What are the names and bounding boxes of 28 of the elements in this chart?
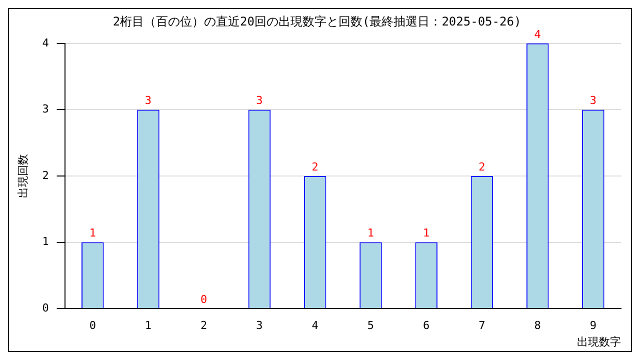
x-tick-label: 0 bbox=[89, 319, 96, 332]
x-tick-label: 1 bbox=[144, 319, 152, 332]
x-tick-label: 5 bbox=[367, 319, 374, 332]
x-tick-label: 9 bbox=[590, 319, 597, 332]
data-label: 1 bbox=[89, 226, 96, 240]
y-tick-label: 1 bbox=[42, 235, 49, 248]
y-tick-label: 2 bbox=[42, 168, 49, 182]
data-label: 4 bbox=[534, 28, 542, 41]
chart-title: 2桁目（百の位）の直近20回の出現数字と回数(最終抽選日：2025-05-26) bbox=[112, 14, 522, 28]
data-label: 3 bbox=[144, 94, 152, 108]
data-label: 1 bbox=[423, 226, 430, 240]
x-tick-label: 7 bbox=[478, 319, 486, 332]
x-tick-label: 8 bbox=[534, 319, 541, 332]
x-axis-title: 出現数字 bbox=[577, 335, 621, 348]
x-tick-label: 6 bbox=[423, 319, 430, 332]
y-tick-label: 0 bbox=[42, 301, 49, 314]
data-label: 3 bbox=[590, 94, 597, 108]
data-label: 2 bbox=[312, 160, 318, 174]
data-label: 2 bbox=[478, 160, 486, 174]
x-tick-label: 4 bbox=[312, 319, 319, 332]
data-label: 3 bbox=[256, 94, 263, 108]
y-tick-label: 3 bbox=[42, 102, 49, 116]
y-tick-label: 4 bbox=[42, 36, 50, 50]
x-tick-label: 3 bbox=[256, 319, 263, 332]
y-axis-title: 出現回数 bbox=[16, 154, 30, 198]
data-label: 0 bbox=[200, 292, 208, 306]
data-label: 1 bbox=[367, 226, 374, 240]
x-tick-label: 2 bbox=[200, 319, 208, 332]
